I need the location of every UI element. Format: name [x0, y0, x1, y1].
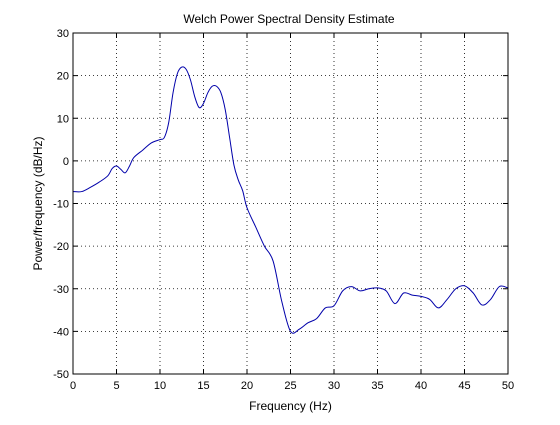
x-tick-label: 5	[113, 380, 119, 392]
x-tick-label: 0	[70, 380, 76, 392]
x-tick-label: 50	[502, 380, 514, 392]
chart-title: Welch Power Spectral Density Estimate	[183, 12, 395, 26]
x-tick-label: 40	[415, 380, 427, 392]
psd-series-line	[72, 66, 509, 334]
x-tick-label: 10	[154, 380, 166, 392]
ticks	[72, 32, 509, 375]
y-tick-label: -30	[53, 284, 69, 296]
x-axis-label: Frequency (Hz)	[249, 399, 332, 413]
y-tick-label: 10	[57, 113, 69, 125]
y-tick-label: -10	[53, 199, 69, 211]
y-tick-label: -20	[53, 241, 69, 253]
x-tick-label: 15	[197, 380, 209, 392]
y-tick-label: 0	[63, 156, 69, 168]
x-tick-label: 30	[328, 380, 340, 392]
y-tick-label: -50	[53, 369, 69, 381]
y-axis-label: Power/frequency (dB/Hz)	[31, 136, 45, 270]
x-tick-label: 25	[284, 380, 296, 392]
x-tick-label: 45	[458, 380, 470, 392]
x-tick-label: 35	[371, 380, 383, 392]
tick-labels: 0 5 10 15 20 25 30 35 40 45 50 30 20 10 0 -10 -20 -30 -40 -…	[53, 28, 514, 392]
series-layer	[72, 66, 509, 334]
y-tick-label: 30	[57, 28, 69, 40]
y-tick-label: -40	[53, 326, 69, 338]
x-tick-label: 20	[241, 380, 253, 392]
y-tick-label: 20	[57, 71, 69, 83]
grid	[73, 33, 508, 374]
